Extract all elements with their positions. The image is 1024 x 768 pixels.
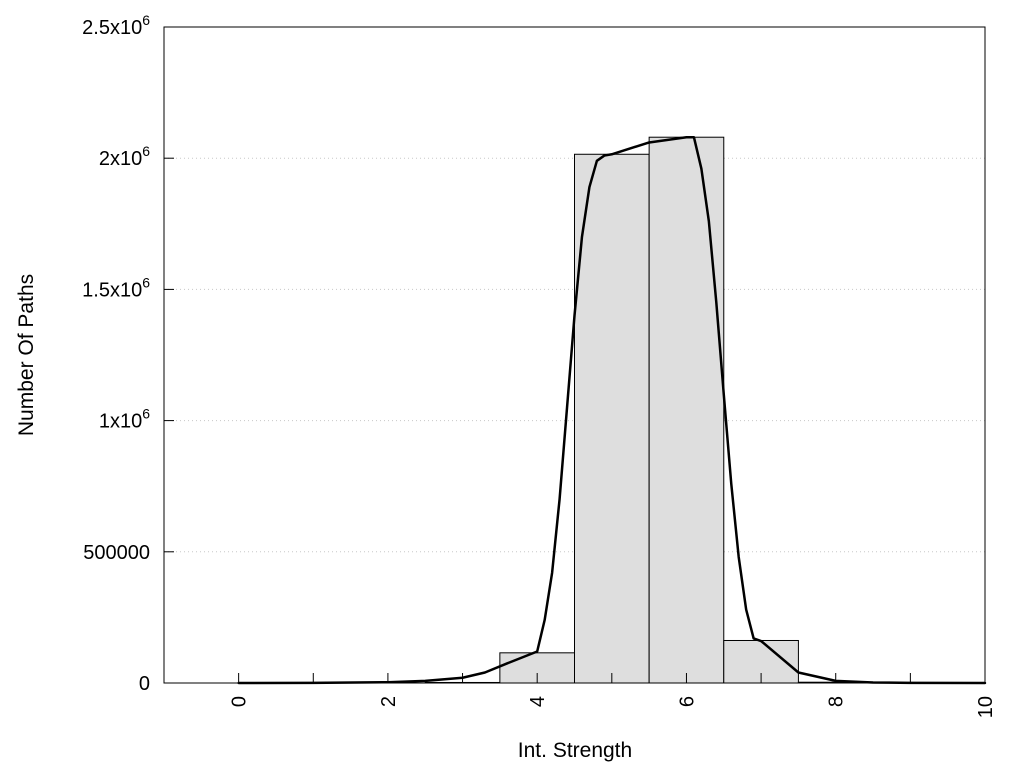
y-tick-label: 1.5x106 [82, 274, 150, 301]
bar [648, 136, 725, 684]
y-tick-label: 2x106 [99, 143, 150, 170]
y-axis-label: Number Of Paths [15, 274, 38, 436]
x-tick-label: 6 [676, 696, 698, 707]
bars [424, 136, 874, 684]
fit-curve [237, 135, 987, 685]
x-tick-label: 2 [378, 696, 400, 707]
x-tick-label: 8 [826, 696, 848, 707]
grid-lines [164, 157, 985, 553]
y-tick-label: 2.5x106 [82, 12, 150, 39]
y-axis-ticks: 0 500000 1x106 1.5x106 2x106 2.5x106 [82, 12, 174, 695]
y-tick-label: 0 [139, 673, 150, 695]
x-tick-label: 10 [975, 696, 997, 718]
x-tick-label: 0 [229, 696, 251, 707]
fit-curve-layer [237, 135, 987, 685]
x-axis-ticks: 0 2 4 6 8 10 [229, 673, 997, 718]
x-tick-label: 4 [527, 696, 549, 707]
y-tick-label: 1x106 [99, 406, 150, 433]
y-tick-label: 500000 [83, 542, 150, 564]
bar [574, 153, 650, 684]
x-axis-label: Int. Strength [518, 739, 632, 762]
plot-frame [163, 26, 986, 684]
